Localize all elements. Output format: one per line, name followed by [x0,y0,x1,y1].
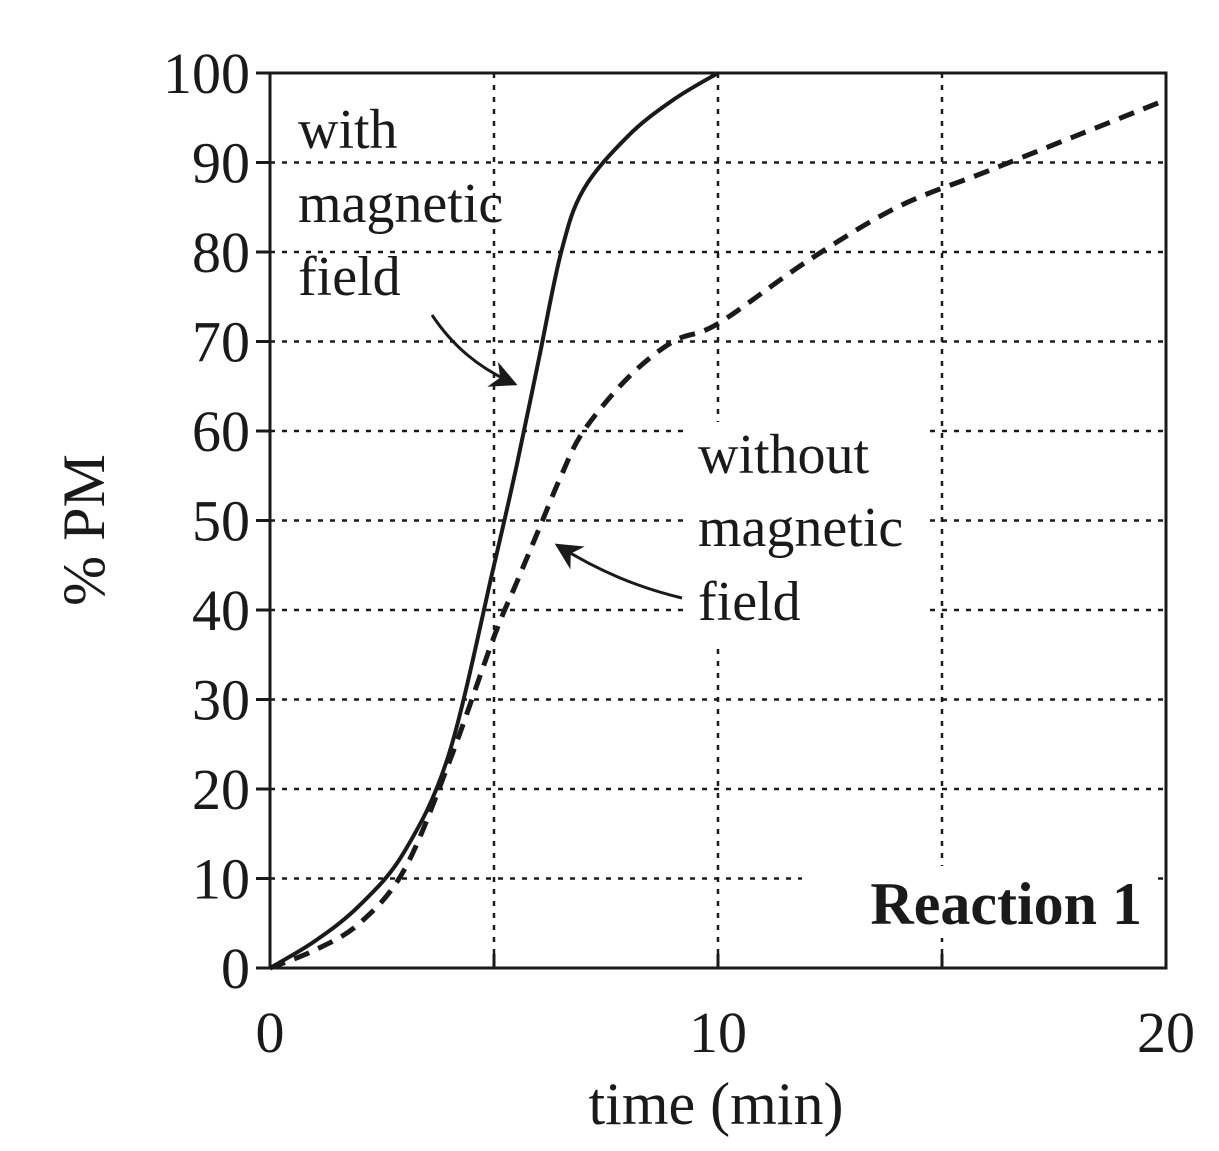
series-label-with-field-line-2: magnetic [298,173,503,235]
y-tick-label: 80 [192,220,250,285]
y-tick-label: 30 [192,668,250,733]
y-tick-label: 10 [192,847,250,912]
axis-ticks: 0 10 20 30 40 50 60 70 80 90 100 0 10 20 [163,41,1195,1065]
x-tick-label: 20 [1137,1000,1195,1065]
series-line-0 [268,71,720,970]
series-label-without-field: without magnetic field [698,424,917,633]
y-tick-label: 70 [192,310,250,375]
series-label-with-field: with magnetic field [298,99,517,308]
x-tick-label: 0 [256,1000,285,1065]
y-tick-label: 60 [192,399,250,464]
y-tick-label: 20 [192,757,250,822]
series-label-without-field-line-1: without [698,424,870,486]
y-tick-label: 0 [221,936,250,1001]
label-background [690,422,930,644]
series-label-without-field-line-2: magnetic [698,497,903,559]
y-tick-label: 40 [192,578,250,643]
series-lines [268,71,1167,971]
y-axis-label: % PM [51,454,117,606]
y-tick-label: 100 [163,41,250,106]
series-label-without-field-line-3: field [698,571,801,633]
x-tick-label: 10 [689,1000,747,1065]
panel-label-background [802,866,1154,938]
y-tick-label: 50 [192,489,250,554]
y-tick-label: 90 [192,131,250,196]
panel-label: Reaction 1 [870,871,1142,937]
series-label-with-field-line-1: with [298,99,398,161]
arrow-without-field [554,543,683,600]
arrow-with-field [430,314,518,387]
series-line-1 [269,97,1167,971]
annotation-arrows [430,314,683,600]
x-axis-label: time (min) [589,1071,844,1137]
series-label-with-field-line-3: field [298,246,401,308]
